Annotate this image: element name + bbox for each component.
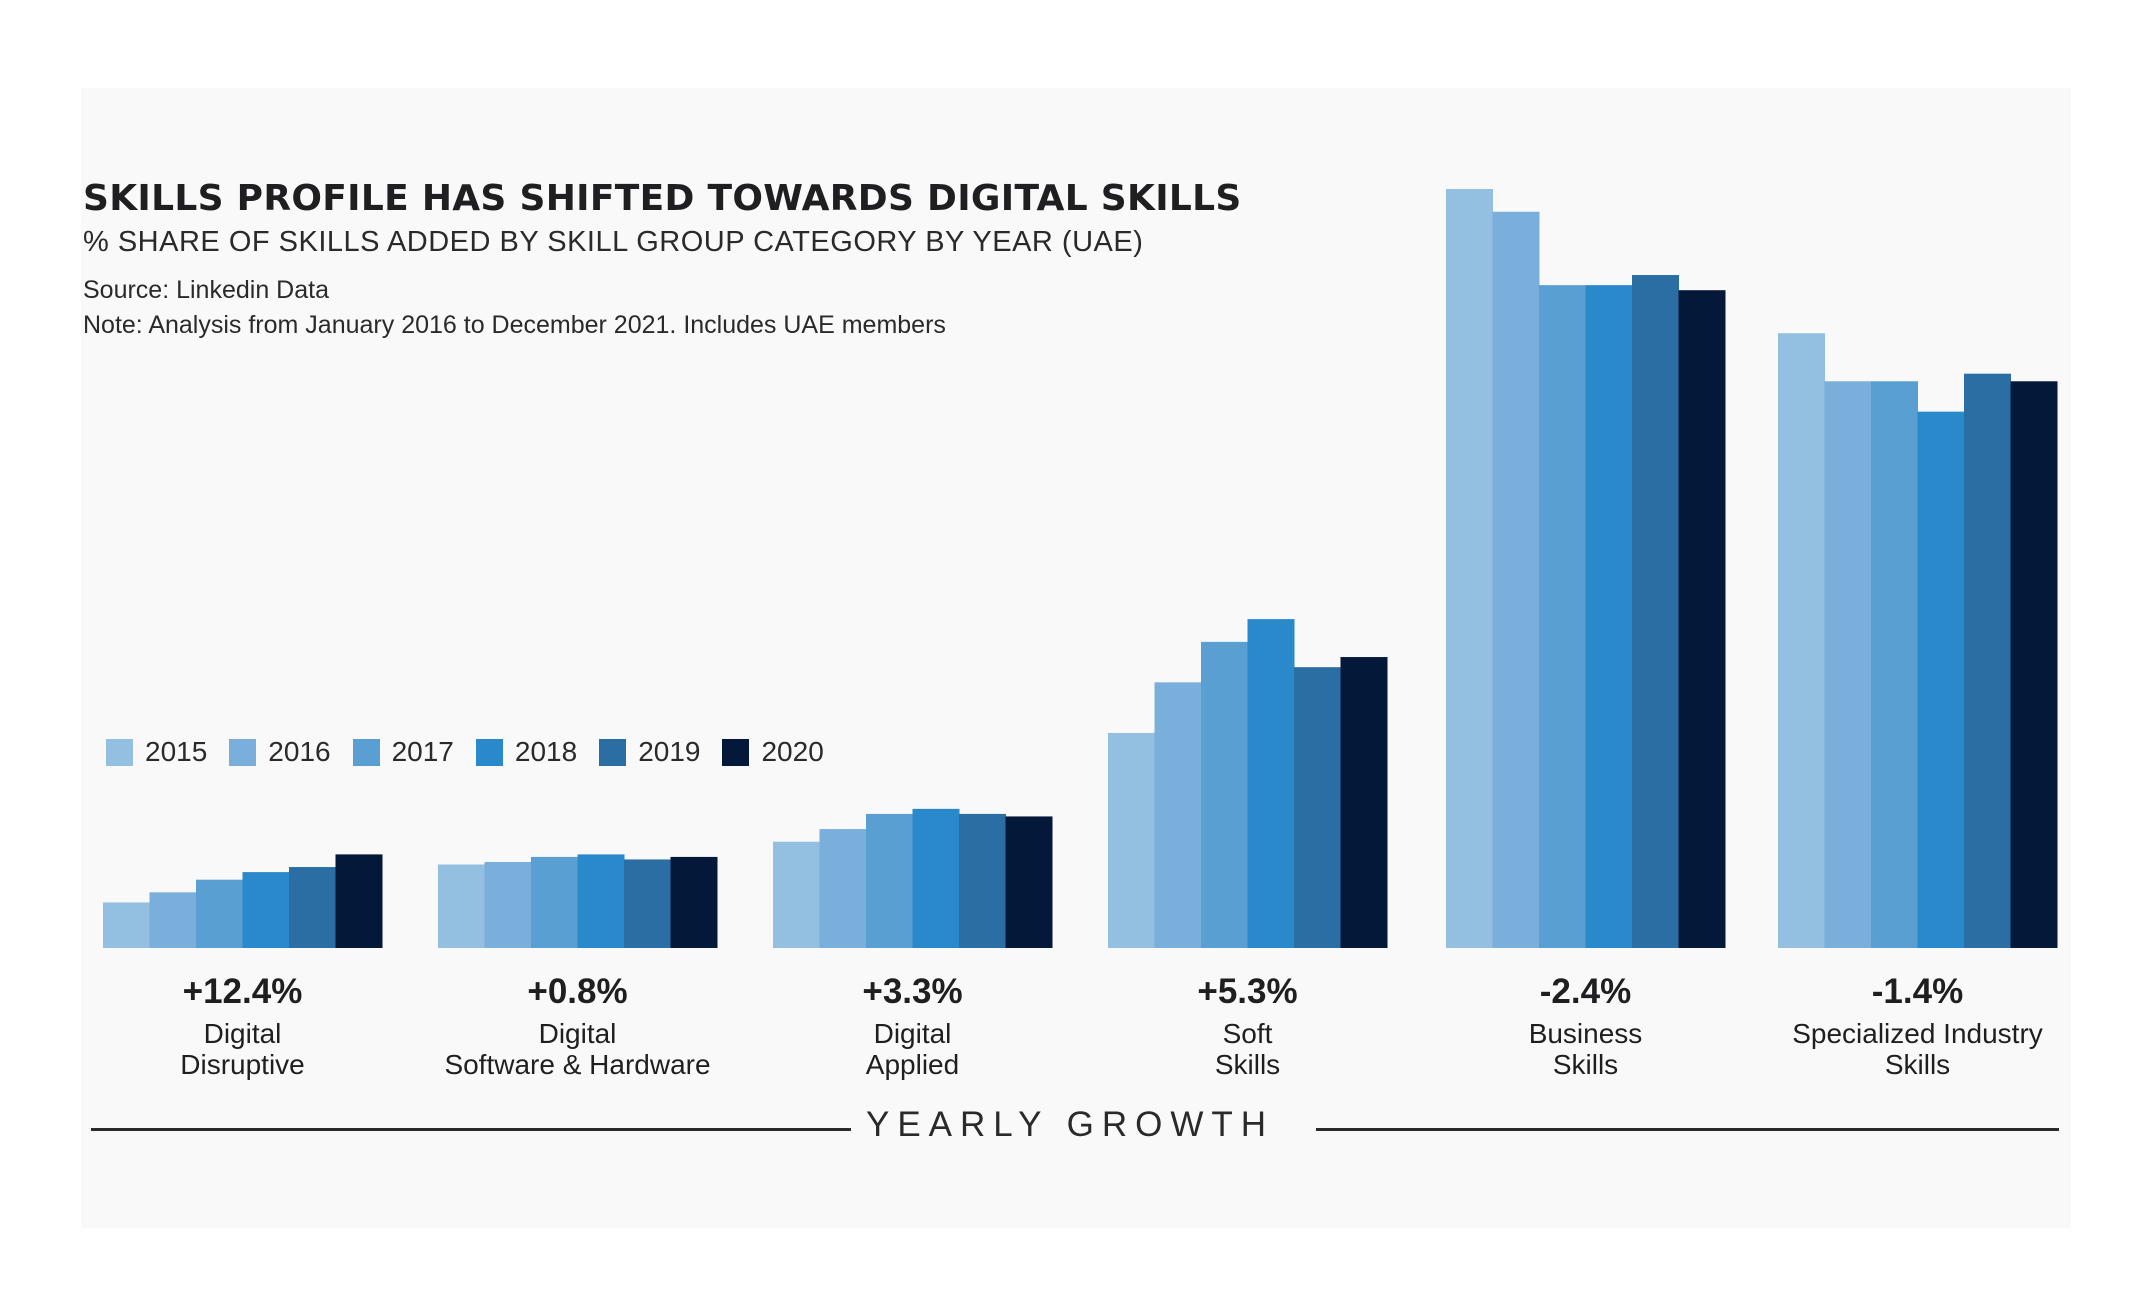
growth-label: -2.4% [1539, 972, 1632, 1011]
bar-2019-cat5 [1964, 373, 2011, 948]
legend-swatch [475, 738, 503, 766]
bar-2018-cat5 [1917, 411, 1965, 948]
bar-2017-cat2 [866, 813, 913, 948]
bar-2020-cat5 [2010, 381, 2058, 948]
legend-item-2020: 2020 [722, 736, 824, 768]
axis-rule-right [1316, 1128, 2059, 1131]
bar-2020-cat0 [335, 854, 383, 948]
bar-2018-cat2 [912, 808, 960, 948]
legend: 2015 2016 2017 2018 2019 2020 [106, 736, 846, 768]
category-label-line: Digital [873, 1018, 952, 1049]
source-note: Source: Linkedin Data [83, 276, 329, 304]
bar-2019-cat0 [289, 867, 336, 948]
bar-2017-cat4 [1539, 285, 1586, 948]
bar-2016-cat2 [819, 829, 867, 948]
bar-2020-cat4 [1678, 290, 1726, 948]
bar-2016-cat5 [1824, 381, 1872, 948]
legend-label: 2020 [761, 736, 824, 767]
legend-item-2016: 2016 [229, 736, 331, 768]
category-label: Digital Disruptive [63, 1018, 423, 1080]
legend-item-2018: 2018 [475, 736, 578, 768]
chart-panel [81, 88, 2071, 1228]
category-label-line: Business [1528, 1018, 1643, 1049]
legend-swatch [722, 738, 750, 766]
analysis-note: Note: Analysis from January 2016 to Dece… [83, 311, 946, 339]
category-label-line: Software & Hardware [444, 1049, 711, 1080]
chart-title: SKILLS PROFILE HAS SHIFTED TOWARDS DIGIT… [83, 178, 1242, 219]
legend-swatch [352, 738, 380, 766]
growth-label: +12.4% [182, 972, 303, 1011]
bar-2017-cat3 [1201, 641, 1248, 948]
bar-2015-cat3 [1108, 732, 1155, 948]
category-label-line: Applied [865, 1049, 960, 1080]
bar-2017-cat0 [196, 879, 243, 948]
bar-2020-cat2 [1005, 816, 1053, 948]
category-label-line: Skills [1552, 1049, 1619, 1080]
legend-label: 2018 [514, 736, 578, 767]
growth-label: +0.8% [527, 972, 628, 1011]
bar-2018-cat3 [1247, 619, 1295, 948]
bar-2015-cat5 [1778, 333, 1825, 949]
axis-title: YEARLY GROWTH [865, 1105, 1275, 1144]
category-label-line: Digital [203, 1018, 282, 1049]
bar-2015-cat0 [103, 902, 150, 948]
category-label-line: Skills [1214, 1049, 1281, 1080]
growth-label: +3.3% [862, 972, 963, 1011]
legend-swatch [599, 738, 627, 766]
bar-2018-cat4 [1585, 285, 1633, 948]
bar-2019-cat3 [1294, 667, 1341, 948]
legend-item-2019: 2019 [599, 736, 700, 768]
category-label-line: Specialized Industry [1792, 1018, 2043, 1049]
bar-2016-cat4 [1492, 211, 1540, 948]
bar-2018-cat0 [242, 872, 290, 948]
bar-2020-cat1 [670, 856, 718, 948]
bar-2020-cat3 [1340, 657, 1388, 948]
growth-label: +5.3% [1197, 972, 1298, 1011]
bar-2019-cat2 [959, 813, 1006, 948]
bar-2016-cat0 [149, 892, 197, 948]
growth-label: -1.4% [1871, 972, 1964, 1011]
bar-2019-cat1 [624, 859, 671, 948]
bar-2015-cat4 [1446, 189, 1493, 948]
category-label: Soft Skills [1068, 1018, 1428, 1080]
chart-subtitle: % SHARE OF SKILLS ADDED BY SKILL GROUP C… [83, 226, 1144, 258]
category-label: Business Skills [1406, 1018, 1766, 1080]
legend-swatch [106, 738, 133, 766]
legend-label: 2017 [391, 736, 454, 767]
legend-swatch [229, 738, 257, 766]
category-label: Specialized Industry Skills [1738, 1018, 2098, 1080]
category-label-line: Digital [538, 1018, 617, 1049]
bar-2017-cat5 [1871, 381, 1918, 948]
bar-2016-cat1 [484, 861, 532, 948]
bar-2015-cat2 [773, 841, 820, 948]
axis-rule-left [91, 1128, 851, 1131]
category-label-line: Skills [1884, 1049, 1951, 1080]
category-label-line: Soft [1222, 1018, 1273, 1049]
category-label: Digital Applied [733, 1018, 1093, 1080]
category-label-line: Disruptive [180, 1049, 305, 1080]
bar-2017-cat1 [531, 856, 578, 948]
bar-2016-cat3 [1154, 682, 1202, 948]
legend-item-2017: 2017 [352, 736, 454, 768]
legend-label: 2015 [145, 736, 208, 767]
bar-2018-cat1 [577, 854, 625, 948]
bar-2015-cat1 [438, 864, 485, 948]
category-label: Digital Software & Hardware [398, 1018, 758, 1080]
legend-label: 2016 [268, 736, 331, 767]
bar-2019-cat4 [1632, 275, 1679, 948]
legend-item-2015: 2015 [106, 736, 207, 768]
legend-label: 2019 [638, 736, 701, 767]
